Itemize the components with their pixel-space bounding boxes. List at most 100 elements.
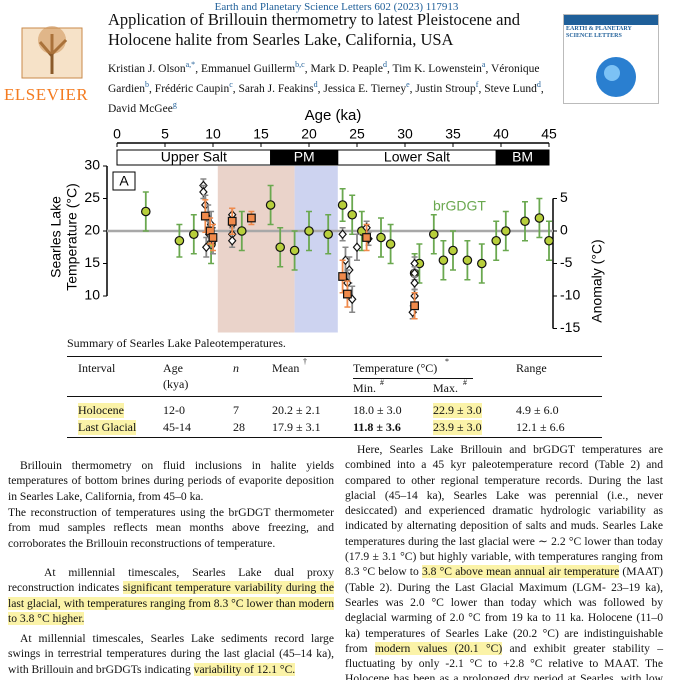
author-separator: , xyxy=(409,82,416,95)
header-cell: n xyxy=(233,361,239,375)
shaded-region xyxy=(294,166,338,333)
chart: Age (ka) 0 5 10 15 20 25 30 35 40 45 Upper Salt PM Lo… xyxy=(48,107,605,335)
author-separator: , xyxy=(317,82,324,95)
header-mark: # xyxy=(463,378,467,387)
header-cell: Range xyxy=(516,361,547,375)
data-point xyxy=(410,301,419,311)
data-point xyxy=(448,245,458,256)
y-tick-label: 20 xyxy=(84,222,100,238)
author-affiliation: g xyxy=(172,99,177,109)
data-point xyxy=(534,213,545,223)
paragraph: At millennial timescales, Searles Lake d… xyxy=(8,565,334,626)
y-tick-label: 15 xyxy=(84,254,100,270)
header-mark: † xyxy=(303,357,307,366)
author-affiliation: c xyxy=(229,79,233,89)
table-cell: 28 xyxy=(233,420,245,434)
data-point xyxy=(247,213,256,223)
author-separator: , xyxy=(304,62,311,75)
author-affiliation: b,c xyxy=(295,60,305,69)
header-cell: Min. xyxy=(353,381,377,395)
zone-label: Upper Salt xyxy=(161,149,227,165)
panel-label-box xyxy=(112,171,136,191)
author-name: Emmanuel Guillerm xyxy=(200,62,296,75)
data-point xyxy=(304,226,314,236)
data-point xyxy=(347,209,357,220)
data-point xyxy=(201,242,211,253)
author-affiliation: e xyxy=(406,79,410,89)
paragraph: The reconstruction of temperatures using… xyxy=(8,505,334,551)
data-point xyxy=(174,235,185,246)
header-cell: Temperature (°C) xyxy=(353,361,438,375)
data-point xyxy=(265,200,276,210)
author-affiliation: b xyxy=(145,79,150,89)
header-cell: Interval xyxy=(78,361,116,375)
paragraph: At millennial timescales, Searles Lake s… xyxy=(8,631,334,677)
zone xyxy=(495,149,550,166)
table-cell: 20.2 ± 2.1 xyxy=(272,403,321,417)
data-point xyxy=(476,258,487,269)
header-cell: Age xyxy=(163,361,183,375)
text-segment: modern values (20.1 °C) xyxy=(374,641,503,655)
data-point xyxy=(237,226,247,236)
author-name: Steve Lund xyxy=(484,82,537,95)
author-name: Véronique Gardien xyxy=(108,62,540,95)
author-separator: , xyxy=(149,82,155,95)
data-point xyxy=(337,200,348,210)
x-tick-label: 5 xyxy=(161,126,169,142)
text-segment: (MAAT) (Table 2). During the Last Glacia… xyxy=(345,565,663,655)
table-cell: 45-14 xyxy=(163,420,191,434)
table-cell: 17.9 ± 3.1 xyxy=(272,420,321,434)
data-point xyxy=(462,255,473,266)
author-separator: , xyxy=(232,82,239,95)
journal-cover xyxy=(563,14,659,104)
data-point xyxy=(289,245,300,256)
data-point xyxy=(500,226,511,236)
data-point xyxy=(323,229,333,240)
text-segment: variability of 12.1 °C. xyxy=(193,662,296,676)
table-caption: Summary of Searles Lake Paleotemperature… xyxy=(67,336,286,350)
author-affiliation: a xyxy=(481,60,486,69)
author-name: Sarah J. Feakins xyxy=(238,82,314,95)
y-tick-label: 30 xyxy=(84,157,100,173)
y2-tick-label: -5 xyxy=(560,254,573,270)
data-point xyxy=(227,235,237,246)
data-point xyxy=(338,272,347,281)
author-separator: , xyxy=(485,62,491,75)
x-tick-label: 15 xyxy=(253,126,269,142)
author-affiliation: d xyxy=(382,60,387,69)
author-separator: , xyxy=(478,82,485,95)
data-point xyxy=(410,278,419,288)
paper-title: Application of Brillouin thermometry to … xyxy=(108,10,520,49)
author-name: Kristian J. Olson xyxy=(108,62,186,75)
paragraph: Here, Searles Lake Brillouin and brGDGT … xyxy=(345,442,663,680)
data-point xyxy=(544,235,554,246)
data-point xyxy=(491,235,501,246)
y-tick-label: 10 xyxy=(84,287,100,303)
y-tick-label: 25 xyxy=(84,189,100,205)
table-rule xyxy=(353,378,473,379)
table-cell: 22.9 ± 3.0 xyxy=(433,403,482,418)
x-tick-label: 20 xyxy=(301,126,317,142)
x-tick-label: 10 xyxy=(205,126,221,142)
legend-label: brGDGT xyxy=(433,198,486,214)
x-tick-label: 30 xyxy=(397,126,413,142)
author-separator: , xyxy=(195,62,201,75)
x-tick-label: 35 xyxy=(445,126,461,142)
table-cell: 11.8 ± 3.6 xyxy=(353,420,401,434)
data-point xyxy=(428,229,439,240)
header-cell: Max. xyxy=(433,381,458,395)
text-segment: At millennial timescales, Searles Lake s… xyxy=(8,632,334,676)
data-point xyxy=(376,232,386,243)
author-name: David McGee xyxy=(108,102,173,115)
table-cell: 7 xyxy=(233,403,239,417)
header-cell: Mean xyxy=(272,361,300,375)
x-tick-label: 40 xyxy=(493,126,509,142)
text-segment: The reconstruction of temperatures using… xyxy=(8,506,334,550)
author-separator: , xyxy=(386,62,393,75)
y-axis-title: Searles Lake xyxy=(48,196,64,278)
table-cell: 18.0 ± 3.0 xyxy=(353,403,402,417)
header-cell: (kya) xyxy=(163,377,189,391)
data-point xyxy=(227,216,237,226)
data-point xyxy=(208,233,218,242)
authors: Kristian J. Olsona,*, Emmanuel Guillermb… xyxy=(108,57,558,116)
